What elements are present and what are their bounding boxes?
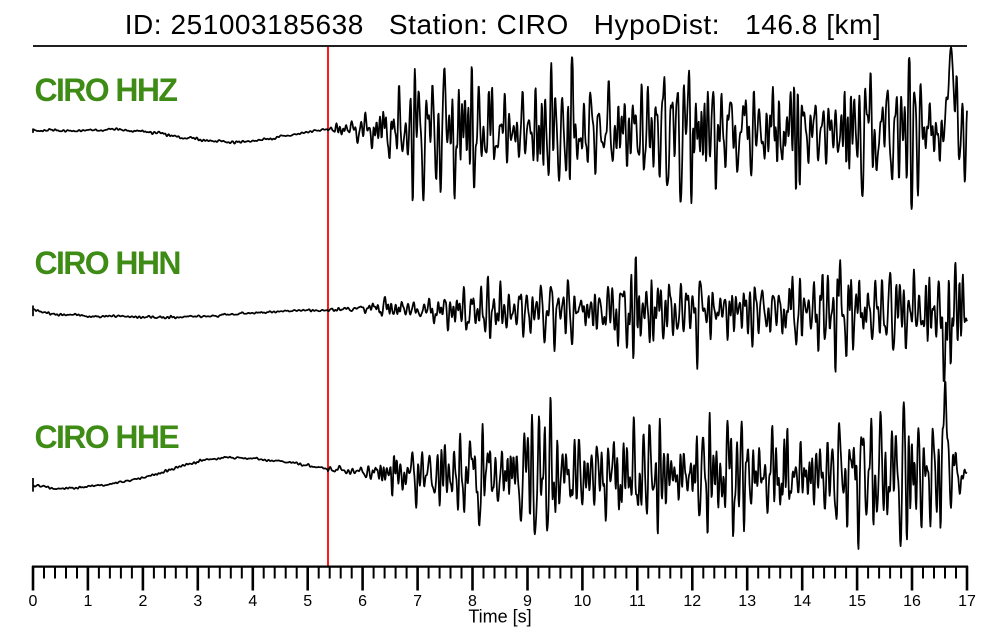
svg-text:9: 9 — [523, 593, 532, 610]
svg-text:15: 15 — [848, 593, 866, 610]
svg-text:3: 3 — [193, 593, 202, 610]
svg-text:Time [s]: Time [s] — [468, 607, 531, 627]
svg-text:8: 8 — [468, 593, 477, 610]
svg-text:1: 1 — [83, 593, 92, 610]
svg-text:CIRO HHN: CIRO HHN — [35, 245, 180, 281]
svg-text:13: 13 — [738, 593, 756, 610]
svg-text:2: 2 — [138, 593, 147, 610]
svg-text:7: 7 — [413, 593, 422, 610]
svg-text:0: 0 — [29, 593, 38, 610]
svg-text:4: 4 — [248, 593, 257, 610]
svg-text:CIRO HHZ: CIRO HHZ — [35, 72, 178, 108]
svg-text:14: 14 — [793, 593, 811, 610]
svg-text:16: 16 — [903, 593, 921, 610]
svg-text:ID: 251003185638 Station: CI: ID: 251003185638 Station: CIRO HypoDist:… — [125, 9, 882, 40]
svg-text:17: 17 — [958, 593, 976, 610]
svg-text:6: 6 — [358, 593, 367, 610]
svg-text:10: 10 — [574, 593, 592, 610]
svg-text:11: 11 — [629, 593, 646, 610]
svg-text:5: 5 — [303, 593, 312, 610]
svg-text:12: 12 — [683, 593, 701, 610]
svg-text:CIRO HHE: CIRO HHE — [35, 419, 180, 455]
